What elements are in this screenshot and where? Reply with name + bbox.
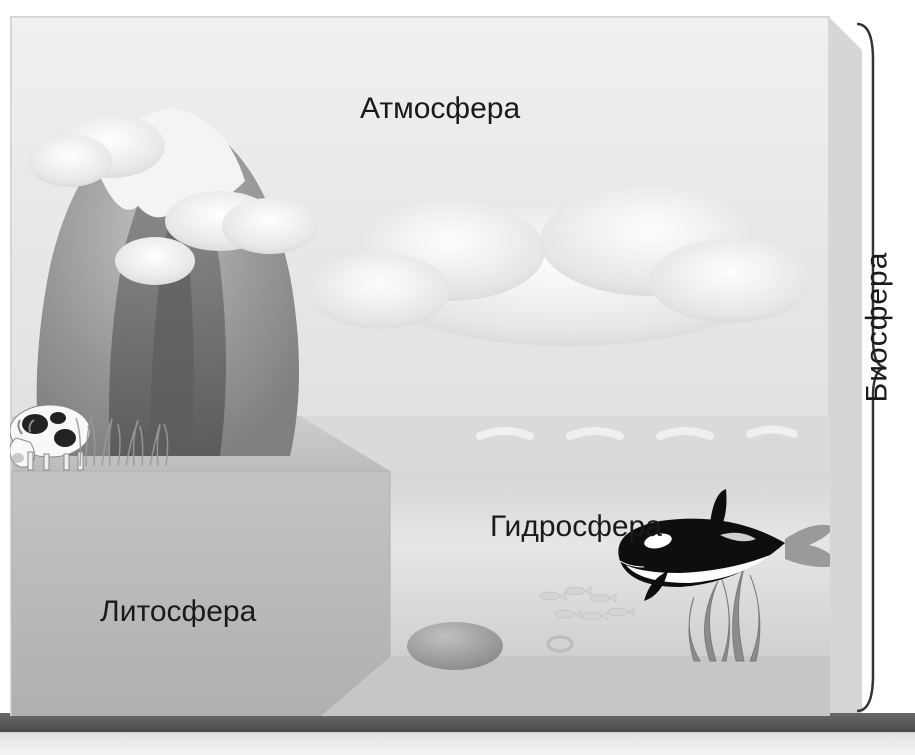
cloud-icon bbox=[310, 186, 810, 346]
hydrosphere-label: Гидросфера bbox=[490, 510, 662, 544]
atmosphere-label: Атмосфера bbox=[360, 92, 520, 126]
rock-icon bbox=[407, 622, 503, 670]
biosphere-label: Биосфера bbox=[861, 252, 895, 403]
biosphere-diagram: Атмосфера Гидросфера Литосфера Биосфера bbox=[0, 0, 915, 755]
floor-shadow bbox=[0, 713, 915, 755]
lithosphere-label: Литосфера bbox=[100, 595, 256, 629]
